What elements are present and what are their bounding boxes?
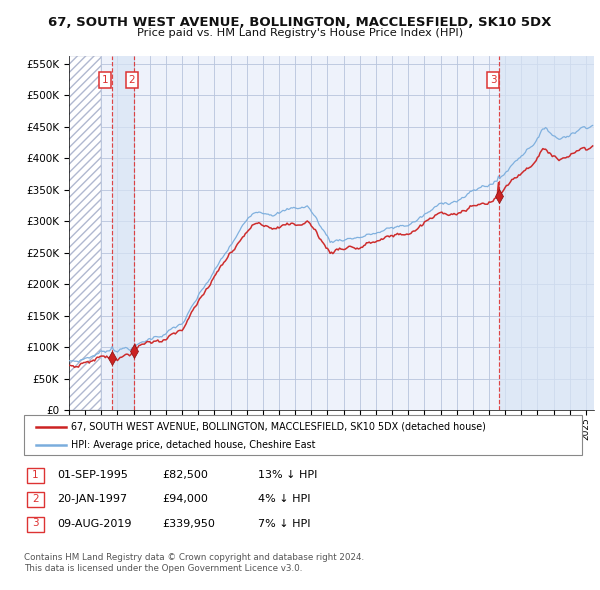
Text: 2: 2 <box>128 75 136 84</box>
Text: 7% ↓ HPI: 7% ↓ HPI <box>258 519 311 529</box>
Text: 4% ↓ HPI: 4% ↓ HPI <box>258 494 311 504</box>
Text: 01-SEP-1995: 01-SEP-1995 <box>57 470 128 480</box>
Text: £94,000: £94,000 <box>162 494 208 504</box>
Text: 09-AUG-2019: 09-AUG-2019 <box>57 519 131 529</box>
Text: 1: 1 <box>101 75 108 84</box>
Bar <box>112 56 134 410</box>
Text: 67, SOUTH WEST AVENUE, BOLLINGTON, MACCLESFIELD, SK10 5DX: 67, SOUTH WEST AVENUE, BOLLINGTON, MACCL… <box>49 16 551 29</box>
Text: 3: 3 <box>490 75 496 84</box>
Bar <box>69 56 101 410</box>
Text: 1: 1 <box>32 470 39 480</box>
Text: 2: 2 <box>32 494 39 504</box>
Text: 3: 3 <box>32 519 39 529</box>
Text: 13% ↓ HPI: 13% ↓ HPI <box>258 470 317 480</box>
Bar <box>69 56 101 410</box>
Text: £339,950: £339,950 <box>162 519 215 529</box>
Bar <box>499 56 594 410</box>
Text: £82,500: £82,500 <box>162 470 208 480</box>
Text: 20-JAN-1997: 20-JAN-1997 <box>57 494 127 504</box>
Text: 67, SOUTH WEST AVENUE, BOLLINGTON, MACCLESFIELD, SK10 5DX (detached house): 67, SOUTH WEST AVENUE, BOLLINGTON, MACCL… <box>71 422 485 432</box>
Text: Price paid vs. HM Land Registry's House Price Index (HPI): Price paid vs. HM Land Registry's House … <box>137 28 463 38</box>
Text: Contains HM Land Registry data © Crown copyright and database right 2024.
This d: Contains HM Land Registry data © Crown c… <box>24 553 364 573</box>
Text: HPI: Average price, detached house, Cheshire East: HPI: Average price, detached house, Ches… <box>71 440 315 450</box>
